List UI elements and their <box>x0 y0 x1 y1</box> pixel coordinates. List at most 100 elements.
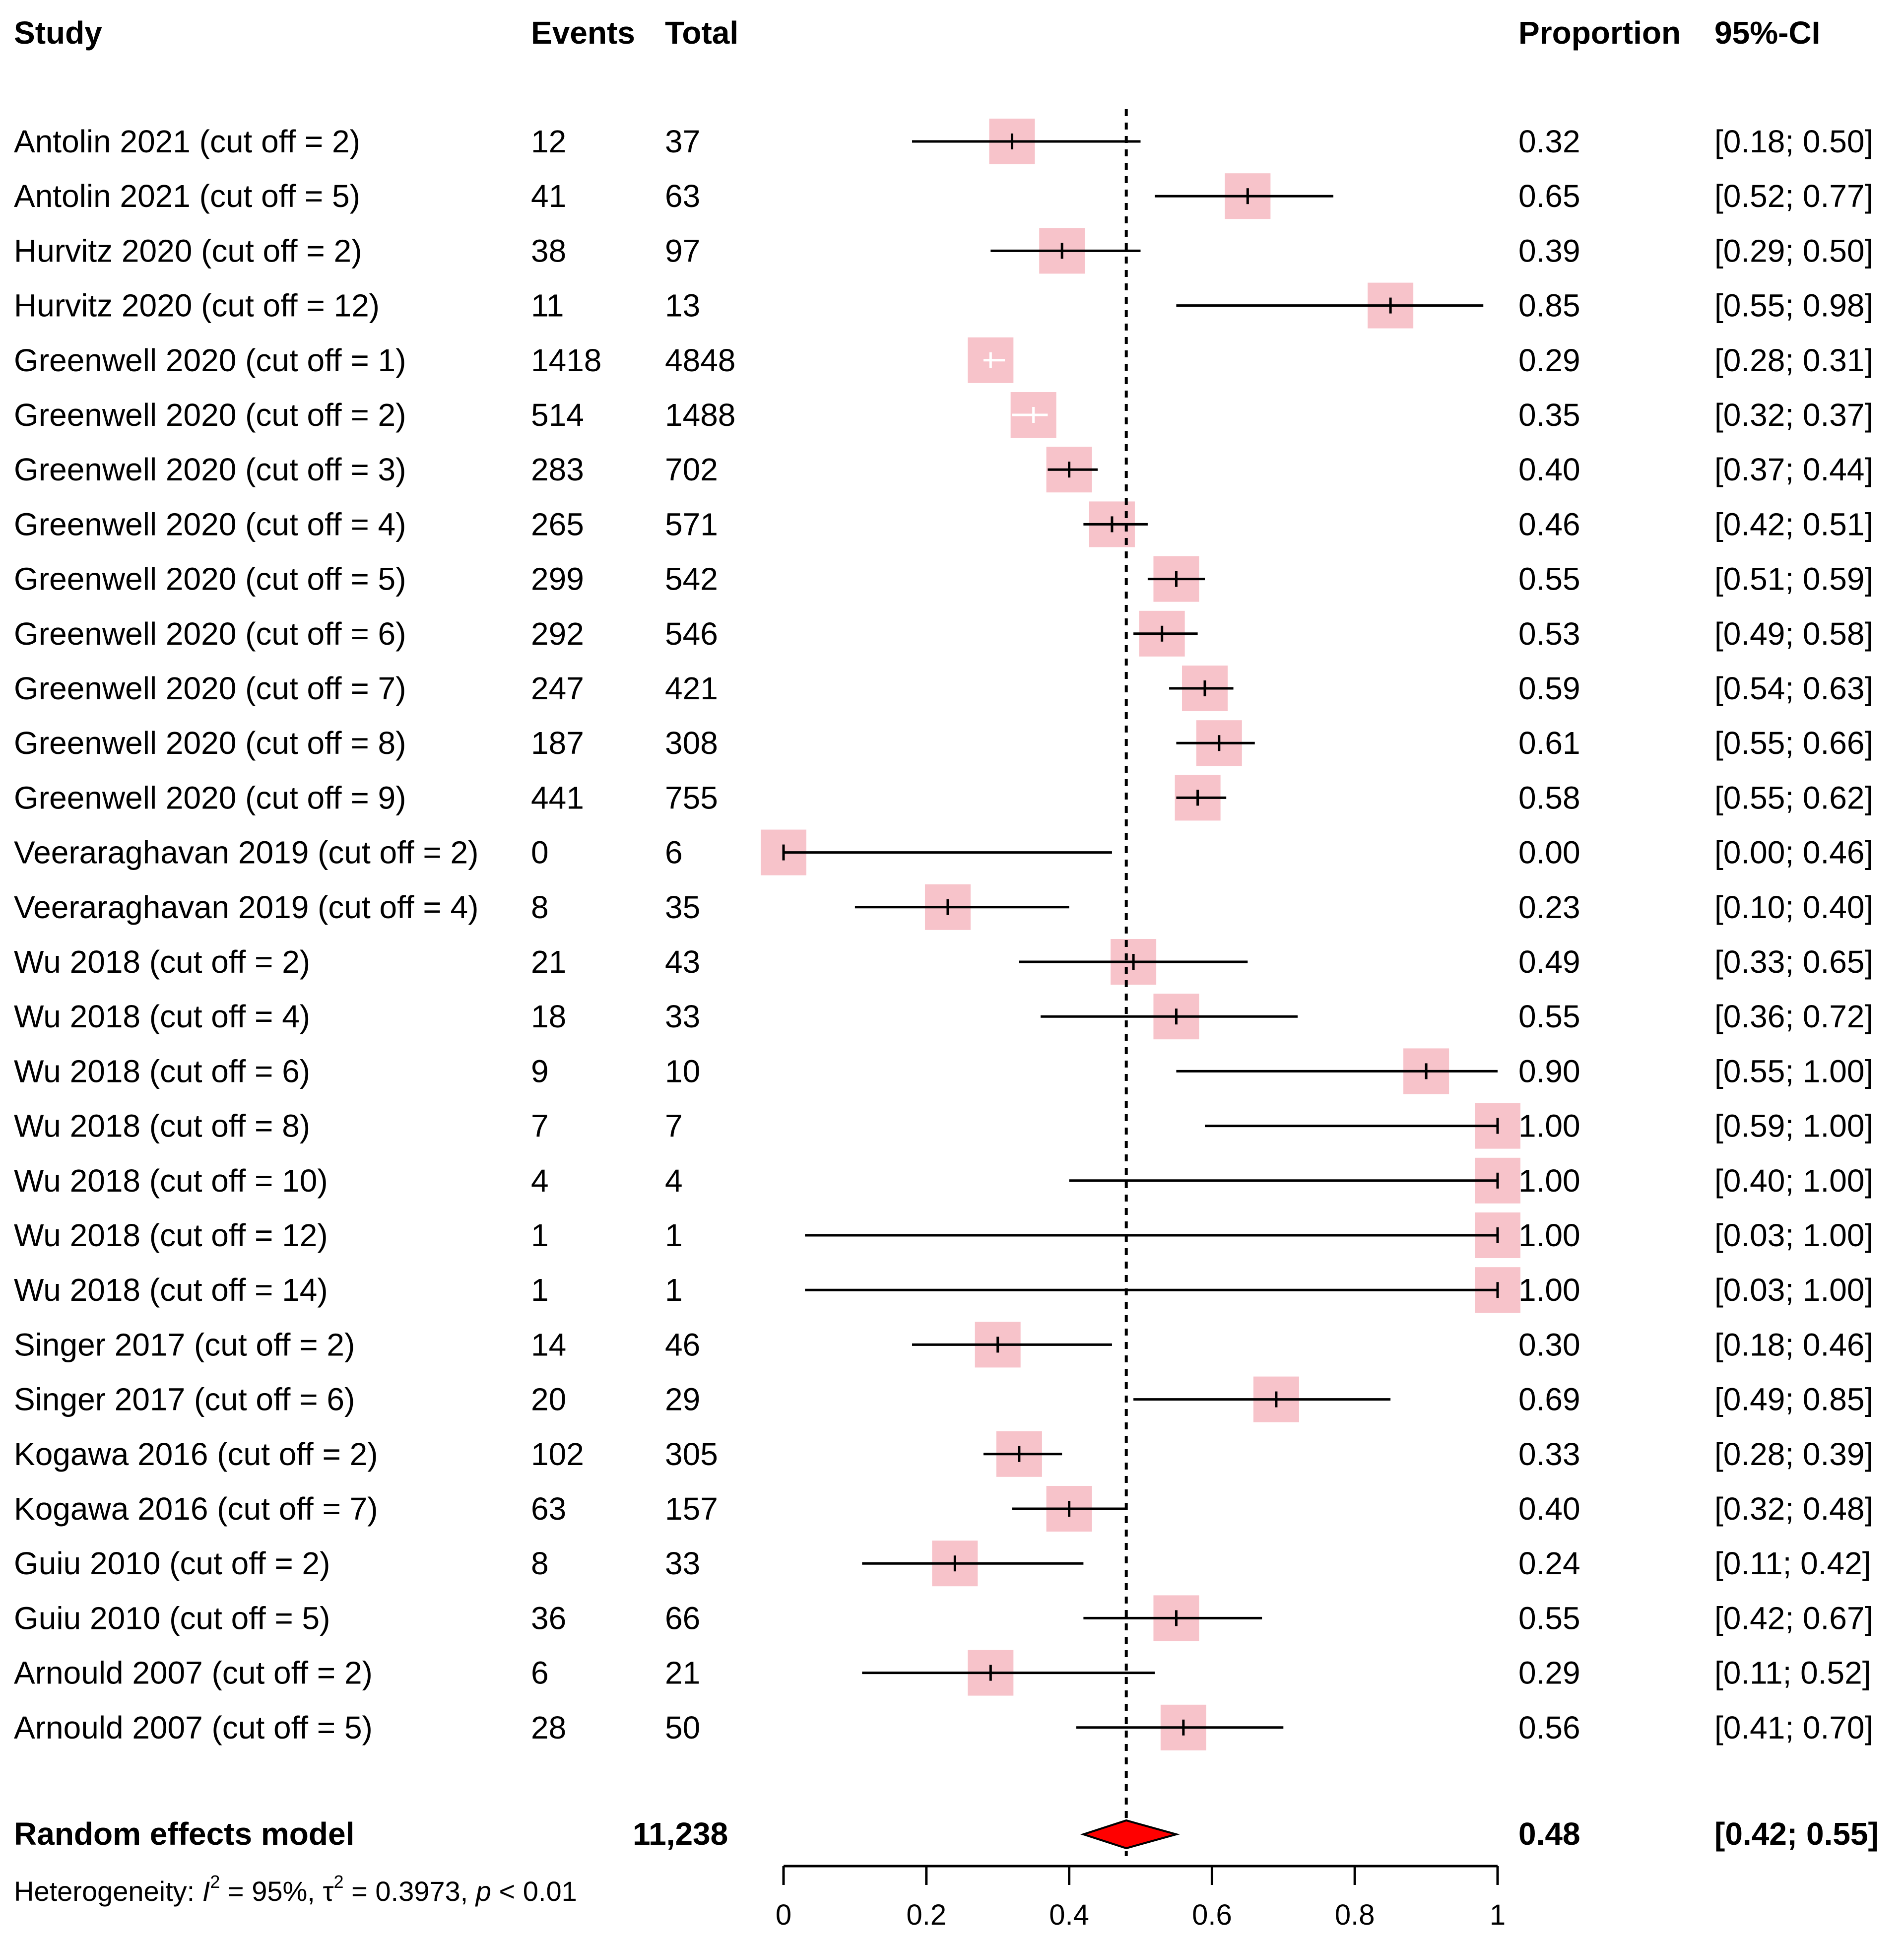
ci-value: [0.00; 0.46] <box>1714 835 1873 871</box>
study-label: Arnould 2007 (cut off = 2) <box>14 1655 373 1691</box>
study-label: Hurvitz 2020 (cut off = 2) <box>14 233 362 268</box>
proportion-value: 0.90 <box>1518 1053 1580 1089</box>
events-value: 14 <box>531 1327 566 1362</box>
total-value: 43 <box>665 944 700 980</box>
ci-value: [0.32; 0.48] <box>1714 1491 1873 1527</box>
total-value: 308 <box>665 725 718 761</box>
i2-value: = 95%, <box>220 1876 323 1907</box>
proportion-value: 0.35 <box>1518 397 1580 433</box>
ci-value: [0.28; 0.39] <box>1714 1436 1873 1472</box>
study-row: Arnould 2007 (cut off = 2) 6 21 0.29 [0.11; … <box>14 1650 1871 1696</box>
p-value: < 0.01 <box>491 1876 577 1907</box>
events-value: 20 <box>531 1382 566 1417</box>
header-total: Total <box>665 15 738 51</box>
total-value: 702 <box>665 452 718 487</box>
study-row: Hurvitz 2020 (cut off = 2) 38 97 0.39 [0.29;… <box>14 228 1873 274</box>
study-row: Wu 2018 (cut off = 2) 21 43 0.49 [0.33; 0.65… <box>14 939 1873 985</box>
study-row: Greenwell 2020 (cut off = 9) 441 755 0.58 [0… <box>14 775 1873 821</box>
study-row: Wu 2018 (cut off = 10) 4 4 1.00 [0.40; 1.00] <box>14 1157 1873 1204</box>
events-value: 8 <box>531 1545 549 1581</box>
total-value: 33 <box>665 999 700 1034</box>
study-row: Greenwell 2020 (cut off = 8) 187 308 0.61 [0… <box>14 720 1873 766</box>
x-axis: 0 0.2 0.4 0.6 0.8 1 <box>776 1865 1506 1931</box>
header-events: Events <box>531 15 635 51</box>
ci-value: [0.41; 0.70] <box>1714 1710 1873 1745</box>
tau2-value: = 0.3973, <box>344 1876 476 1907</box>
study-label: Guiu 2010 (cut off = 5) <box>14 1600 330 1636</box>
ci-value: [0.10; 0.40] <box>1714 889 1873 925</box>
proportion-value: 0.29 <box>1518 342 1580 378</box>
proportion-value: 0.00 <box>1518 835 1580 871</box>
heterogeneity-prefix: Heterogeneity: <box>14 1876 202 1907</box>
ci-value: [0.55; 1.00] <box>1714 1053 1873 1089</box>
total-value: 546 <box>665 616 718 652</box>
ci-value: [0.55; 0.66] <box>1714 725 1873 761</box>
total-value: 421 <box>665 671 718 706</box>
events-value: 265 <box>531 506 584 542</box>
header-ci: 95%-CI <box>1714 15 1820 51</box>
total-value: 29 <box>665 1382 700 1417</box>
events-value: 247 <box>531 671 584 706</box>
events-value: 28 <box>531 1710 566 1745</box>
study-row: Antolin 2021 (cut off = 2) 12 37 0.32 [0.18;… <box>14 119 1873 164</box>
study-row: Veeraraghavan 2019 (cut off = 4) 8 35 0.23 [… <box>14 884 1873 930</box>
proportion-value: 0.39 <box>1518 233 1580 268</box>
ci-value: [0.36; 0.72] <box>1714 999 1873 1034</box>
total-value: 7 <box>665 1108 683 1144</box>
study-label: Arnould 2007 (cut off = 5) <box>14 1710 373 1745</box>
ci-value: [0.42; 0.51] <box>1714 506 1873 542</box>
total-value: 37 <box>665 124 700 159</box>
study-label: Wu 2018 (cut off = 2) <box>14 944 310 980</box>
total-value: 63 <box>665 178 700 214</box>
study-label: Greenwell 2020 (cut off = 2) <box>14 397 406 433</box>
total-value: 97 <box>665 233 700 268</box>
events-value: 299 <box>531 561 584 597</box>
ci-value: [0.18; 0.50] <box>1714 124 1873 159</box>
header-study: Study <box>14 15 102 51</box>
events-value: 21 <box>531 944 566 980</box>
x-tick-label: 0.2 <box>906 1899 946 1931</box>
events-value: 63 <box>531 1491 566 1527</box>
study-row: Greenwell 2020 (cut off = 6) 292 546 0.53 [0… <box>14 610 1873 657</box>
events-value: 292 <box>531 616 584 652</box>
events-value: 8 <box>531 889 549 925</box>
study-row: Veeraraghavan 2019 (cut off = 2) 0 6 0.00 [0… <box>14 829 1873 875</box>
study-row: Hurvitz 2020 (cut off = 12) 11 13 0.85 [0.55… <box>14 282 1873 329</box>
ci-value: [0.33; 0.65] <box>1714 944 1873 980</box>
ci-value: [0.03; 1.00] <box>1714 1217 1873 1253</box>
events-value: 0 <box>531 835 549 871</box>
proportion-value: 0.69 <box>1518 1382 1580 1417</box>
ci-value: [0.54; 0.63] <box>1714 671 1873 706</box>
events-value: 283 <box>531 452 584 487</box>
study-row: Guiu 2010 (cut off = 5) 36 66 0.55 [0.42; 0.… <box>14 1595 1873 1641</box>
total-value: 46 <box>665 1327 700 1362</box>
events-value: 6 <box>531 1655 549 1691</box>
study-rows: Antolin 2021 (cut off = 2) 12 37 0.32 [0.18;… <box>14 119 1873 1750</box>
ci-value: [0.18; 0.46] <box>1714 1327 1873 1362</box>
ci-value: [0.55; 0.98] <box>1714 288 1873 324</box>
events-value: 41 <box>531 178 566 214</box>
study-label: Wu 2018 (cut off = 14) <box>14 1272 328 1308</box>
study-row: Greenwell 2020 (cut off = 4) 265 571 0.46 [0… <box>14 501 1873 547</box>
proportion-value: 0.58 <box>1518 780 1580 815</box>
proportion-value: 0.61 <box>1518 725 1580 761</box>
proportion-value: 1.00 <box>1518 1163 1580 1199</box>
proportion-value: 1.00 <box>1518 1217 1580 1253</box>
study-label: Greenwell 2020 (cut off = 5) <box>14 561 406 597</box>
study-label: Veeraraghavan 2019 (cut off = 2) <box>14 835 478 871</box>
ci-value: [0.11; 0.52] <box>1714 1655 1871 1691</box>
total-value: 4848 <box>665 342 735 378</box>
events-value: 11 <box>531 288 564 324</box>
study-row: Kogawa 2016 (cut off = 7) 63 157 0.40 [0.32;… <box>14 1486 1873 1532</box>
proportion-value: 0.40 <box>1518 1491 1580 1527</box>
total-value: 305 <box>665 1436 718 1472</box>
events-value: 38 <box>531 233 566 268</box>
ci-value: [0.11; 0.42] <box>1714 1545 1871 1581</box>
proportion-value: 0.29 <box>1518 1655 1580 1691</box>
total-value: 6 <box>665 835 683 871</box>
ci-value: [0.59; 1.00] <box>1714 1108 1873 1144</box>
summary-total: 11,238 <box>633 1816 728 1852</box>
study-label: Greenwell 2020 (cut off = 1) <box>14 342 406 378</box>
x-tick-label: 0 <box>776 1899 791 1931</box>
